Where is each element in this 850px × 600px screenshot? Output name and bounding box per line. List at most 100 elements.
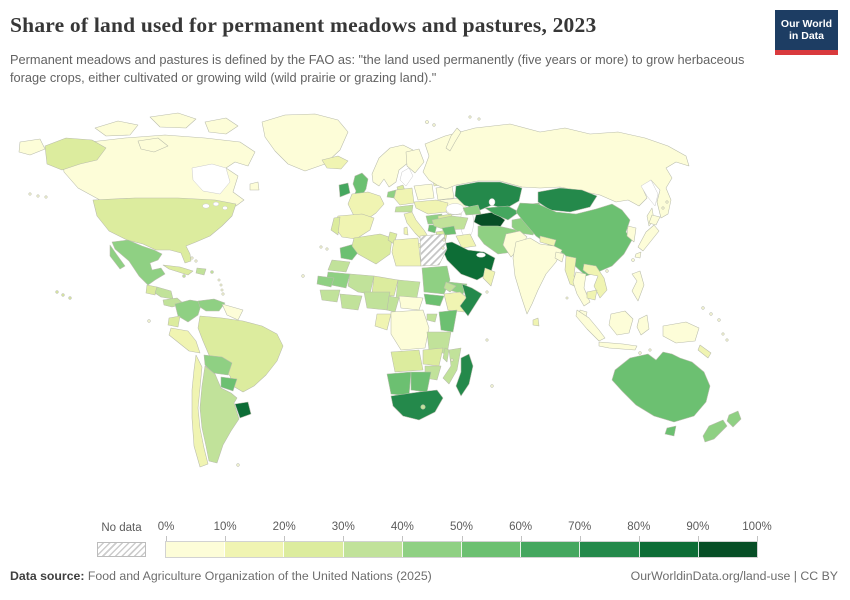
region-dr-congo[interactable] xyxy=(390,309,430,351)
region-united-states[interactable] xyxy=(44,137,237,300)
region-namibia[interactable] xyxy=(386,371,412,397)
legend-cell-70[interactable] xyxy=(580,542,640,557)
region-honduras-nicaragua[interactable] xyxy=(154,286,174,300)
region-paraguay[interactable] xyxy=(220,376,238,392)
region-syria[interactable] xyxy=(441,225,457,236)
region-hispaniola[interactable] xyxy=(195,267,207,276)
license-link[interactable]: CC BY xyxy=(800,569,838,583)
region-indonesia[interactable] xyxy=(575,309,650,351)
region-nigeria[interactable] xyxy=(363,291,391,311)
region-eritrea[interactable] xyxy=(443,281,457,293)
legend-cell-0[interactable] xyxy=(166,542,226,557)
region-bolivia[interactable] xyxy=(203,354,233,376)
region-cambodia[interactable] xyxy=(586,289,598,301)
region-iraq[interactable] xyxy=(455,233,477,249)
legend-cell-80[interactable] xyxy=(639,542,699,557)
region-guatemala[interactable] xyxy=(145,284,158,296)
region-sri-lanka[interactable] xyxy=(532,317,540,327)
region-philippines[interactable] xyxy=(631,270,645,302)
region-zambia[interactable] xyxy=(422,347,444,367)
region-western-sahara[interactable] xyxy=(327,259,351,273)
region-mongolia[interactable] xyxy=(537,187,598,213)
region-india[interactable] xyxy=(512,237,563,315)
legend-cell-20[interactable] xyxy=(284,542,344,557)
region-brazil[interactable] xyxy=(197,315,284,393)
region-australia[interactable] xyxy=(611,351,711,437)
region-iceland[interactable] xyxy=(321,155,349,170)
region-switzerland-austria[interactable] xyxy=(394,204,414,213)
legend-cell-90[interactable] xyxy=(698,542,758,557)
region-venezuela[interactable] xyxy=(197,298,226,312)
legend-cell-40[interactable] xyxy=(402,542,463,557)
legend-cell-10[interactable] xyxy=(225,542,285,557)
region-greenland[interactable] xyxy=(261,113,349,172)
legend-no-data-swatch[interactable] xyxy=(97,542,146,557)
owid-url-link[interactable]: OurWorldinData.org/land-use xyxy=(630,569,791,583)
region-central-african-republic[interactable] xyxy=(398,295,424,311)
legend-cell-30[interactable] xyxy=(343,542,403,557)
region-niger[interactable] xyxy=(371,275,399,297)
water-black-sea xyxy=(445,203,465,215)
region-gabon-congo[interactable] xyxy=(374,313,392,331)
region-libya[interactable] xyxy=(391,237,422,267)
region-somalia[interactable] xyxy=(459,283,483,317)
region-colombia[interactable] xyxy=(174,299,203,323)
region-france[interactable] xyxy=(347,191,385,221)
region-south-sudan[interactable] xyxy=(423,293,445,307)
region-new-guinea[interactable] xyxy=(662,321,700,344)
region-botswana[interactable] xyxy=(410,371,432,393)
region-mali[interactable] xyxy=(347,273,375,295)
region-madagascar[interactable] xyxy=(455,353,474,397)
region-finland[interactable] xyxy=(405,148,425,174)
region-peru[interactable] xyxy=(168,327,201,354)
region-sudan[interactable] xyxy=(421,265,451,295)
region-norway-sweden[interactable] xyxy=(371,144,414,188)
data-source-label: Data source: xyxy=(10,569,85,583)
region-poland[interactable] xyxy=(413,183,435,201)
region-malawi[interactable] xyxy=(442,347,450,363)
data-source-text: Data source: Food and Agriculture Organi… xyxy=(10,569,432,583)
region-egypt[interactable] xyxy=(419,233,448,267)
region-central-europe[interactable] xyxy=(413,199,449,215)
region-ecuador[interactable] xyxy=(167,315,181,328)
region-uganda[interactable] xyxy=(426,313,438,323)
region-mexico[interactable] xyxy=(109,239,166,286)
region-uruguay[interactable] xyxy=(234,401,252,419)
region-laos-vietnam[interactable] xyxy=(582,263,608,299)
region-bangladesh[interactable] xyxy=(554,251,565,263)
region-russia[interactable] xyxy=(18,123,690,227)
chart-subtitle: Permanent meadows and pastures is define… xyxy=(10,52,745,86)
region-guyanas[interactable] xyxy=(221,303,244,321)
region-chile[interactable] xyxy=(191,354,209,468)
owid-logo: Our World in Data xyxy=(775,10,838,55)
region-new-zealand[interactable] xyxy=(702,410,742,443)
region-guinea[interactable] xyxy=(319,289,341,303)
region-senegal[interactable] xyxy=(316,275,335,288)
legend-tick-mark xyxy=(461,536,463,542)
region-ivory-coast-ghana[interactable] xyxy=(339,293,363,311)
region-oman[interactable] xyxy=(482,267,496,287)
region-argentina[interactable] xyxy=(199,365,240,464)
region-south-africa[interactable] xyxy=(390,389,444,421)
region-kenya[interactable] xyxy=(438,309,458,333)
region-lesotho[interactable] xyxy=(420,404,426,410)
legend-cell-60[interactable] xyxy=(521,542,581,557)
region-korea[interactable] xyxy=(626,225,637,243)
region-new-caledonia[interactable] xyxy=(697,344,712,359)
region-mozambique[interactable] xyxy=(442,347,462,385)
region-portugal[interactable] xyxy=(330,216,341,236)
region-algeria[interactable] xyxy=(351,233,393,265)
region-japan[interactable] xyxy=(634,214,661,259)
region-cameroon[interactable] xyxy=(386,295,400,313)
legend-tick-label: 10% xyxy=(213,521,237,533)
legend-cell-50[interactable] xyxy=(462,542,522,557)
region-saudi-arabia[interactable] xyxy=(439,241,496,281)
region-ireland[interactable] xyxy=(338,182,351,198)
region-thailand[interactable] xyxy=(572,271,591,307)
region-caribbean-islands[interactable] xyxy=(182,270,214,278)
region-germany[interactable] xyxy=(393,187,415,206)
region-angola[interactable] xyxy=(390,349,424,373)
region-uzbekistan[interactable] xyxy=(484,205,520,221)
region-turkey[interactable] xyxy=(431,215,469,231)
region-cuba[interactable] xyxy=(162,264,194,276)
